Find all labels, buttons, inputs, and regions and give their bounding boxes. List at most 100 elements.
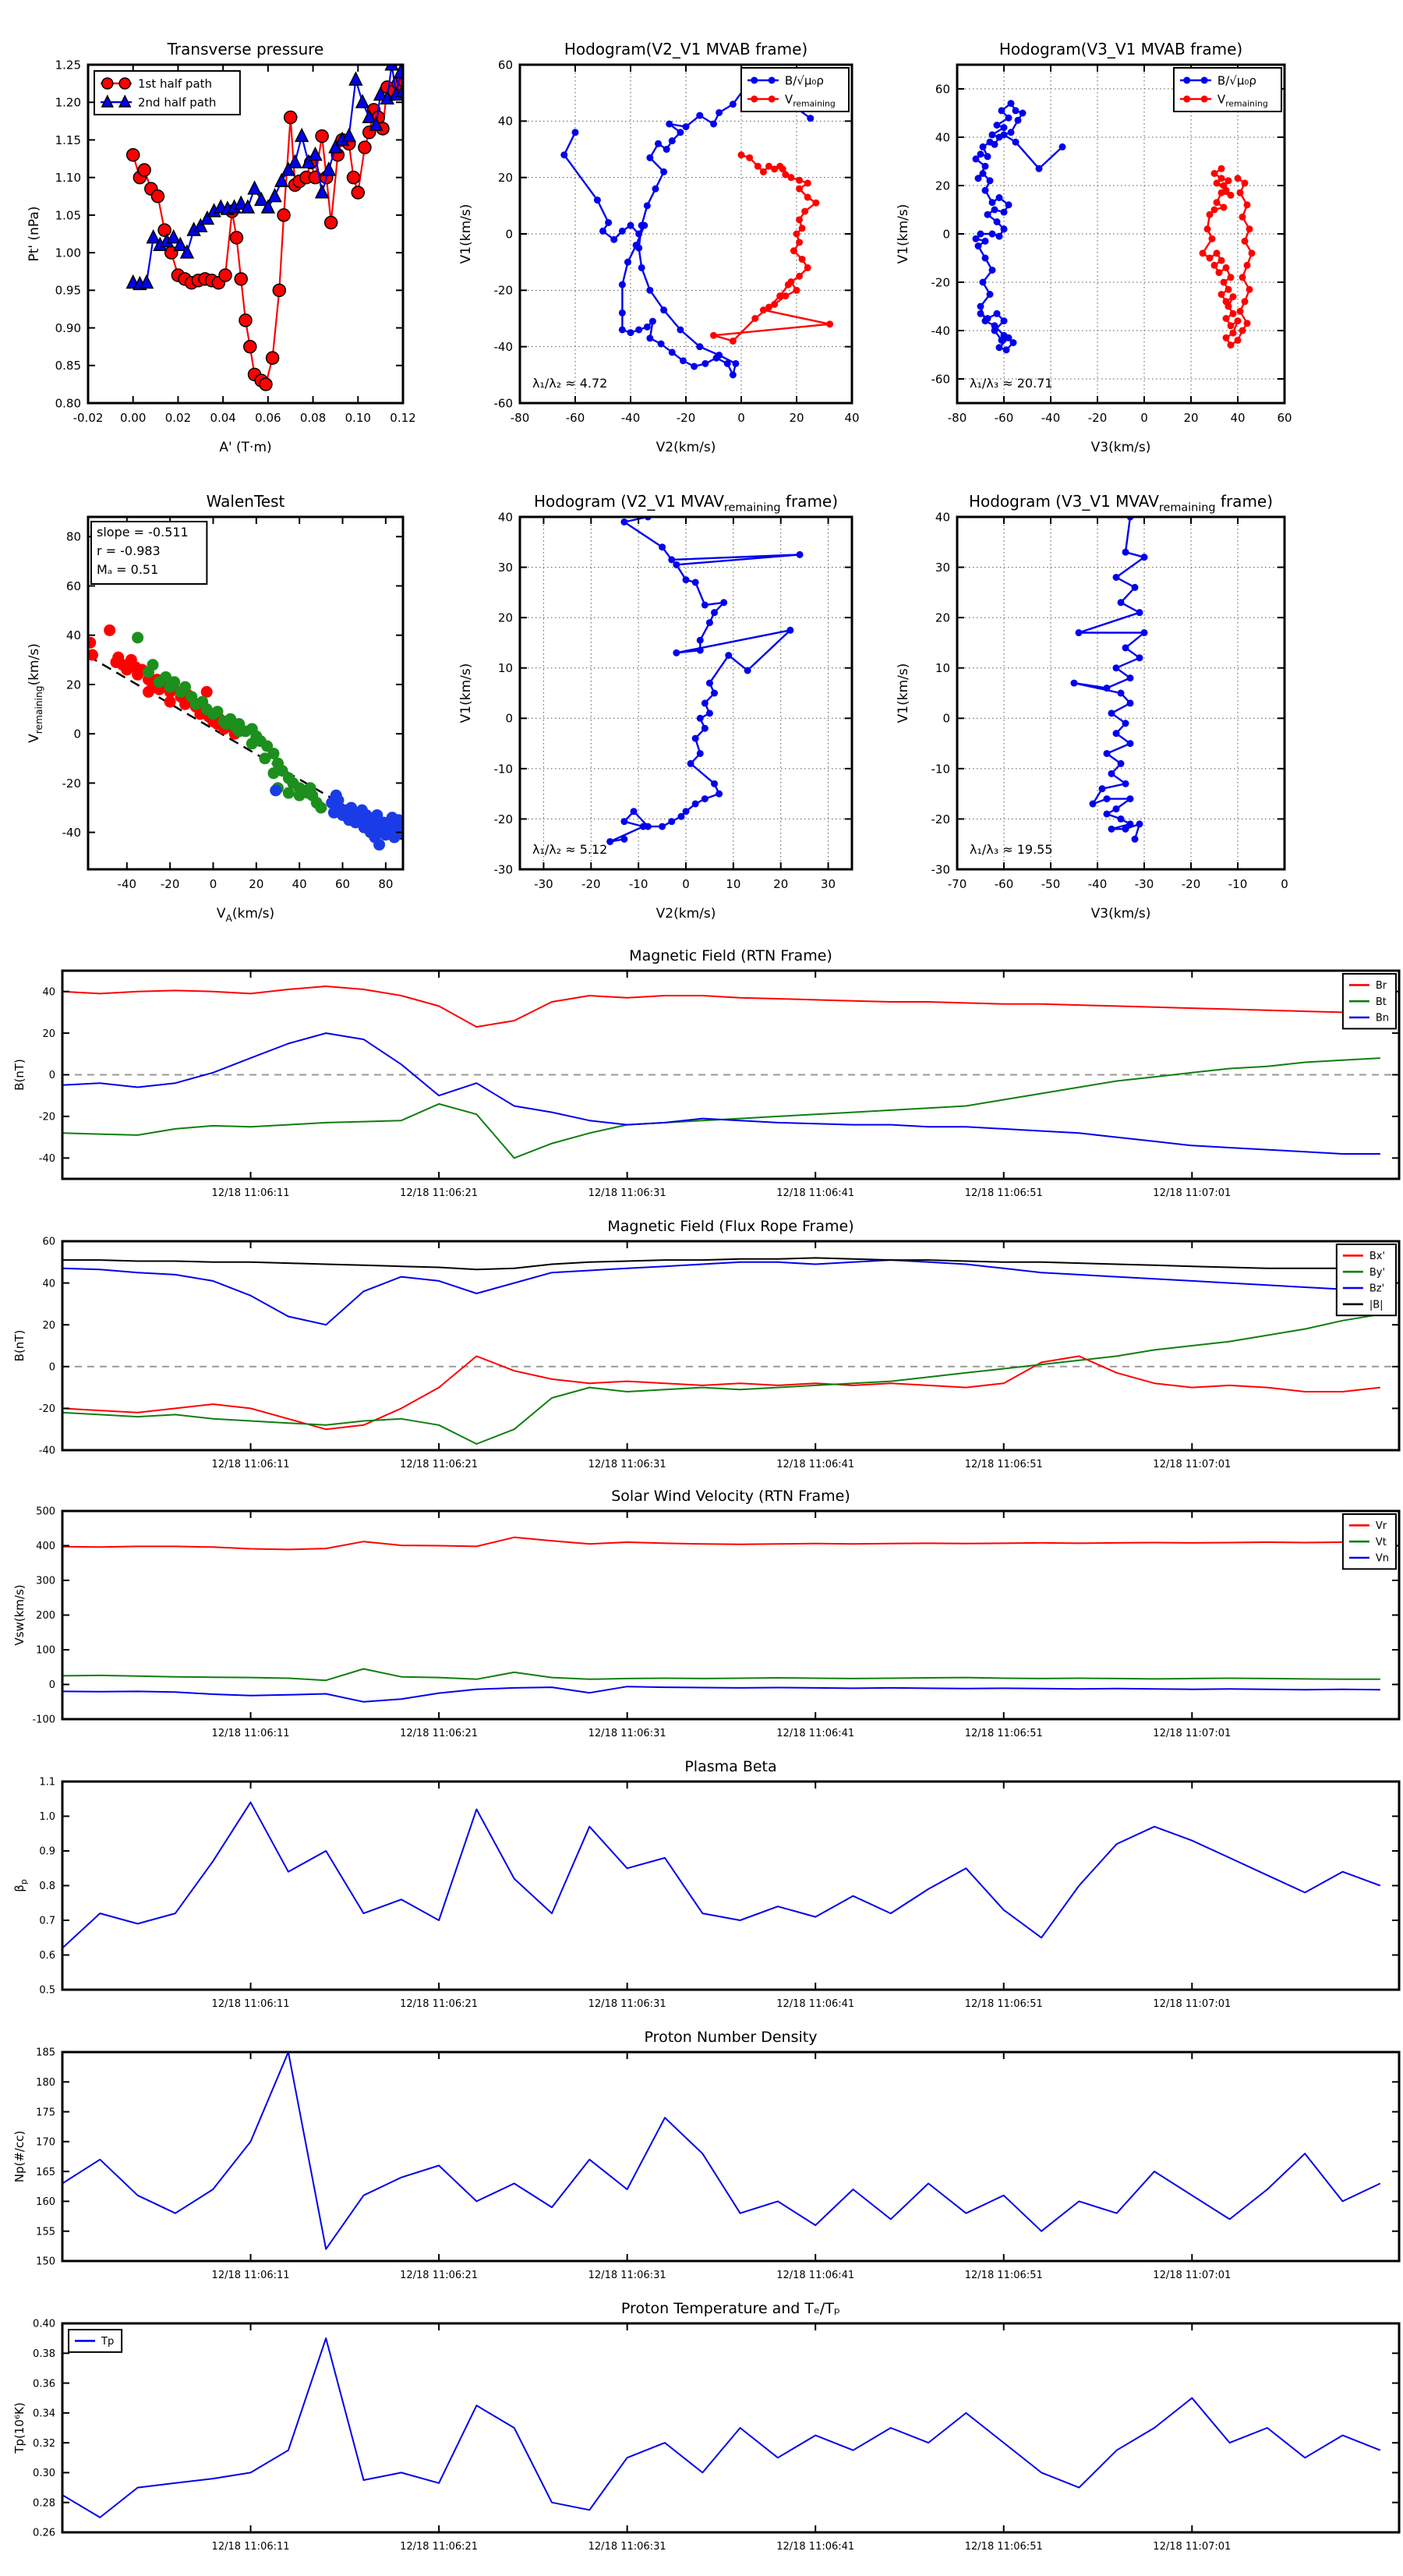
y-tick-label: 200 [36,1610,55,1622]
hodogram-v3v1-mvab-series-layer [972,100,1256,354]
dot-marker [659,823,666,830]
x-tick-label: 0.00 [120,411,146,425]
y-tick-label: 1.1 [39,1777,55,1789]
dot-marker [1117,599,1125,607]
dot-marker [371,809,383,821]
dot-marker [648,317,656,325]
dot-marker [267,747,280,759]
annotation-text: λ₁/λ₃ ≈ 20.71 [970,376,1053,391]
dot-marker [88,636,97,649]
dot-marker [267,767,280,780]
dot-marker [765,303,772,311]
dot-marker [599,227,606,235]
x-tick-label: 12/18 11:06:11 [212,1998,290,2010]
dot-marker [1227,274,1235,281]
dot-marker [977,310,984,317]
legend-label: B/√μ₀ρ [785,73,824,87]
dot-marker [677,812,685,820]
dot-marker [668,818,676,826]
dot-marker [1229,293,1237,301]
dot-marker [624,258,631,266]
dot-marker [1005,201,1012,209]
y-tick-label: -20 [494,284,514,298]
panel-walen-test: -40 -20 0 20 40 60 80 -40 -20 0 20 40 60 80 WalenTest V… [27,492,405,924]
dot-marker [1213,179,1221,187]
x-tick-label: 60 [1277,411,1292,425]
y-tick-label: 0.9 [39,1846,55,1858]
annotation-text: λ₁/λ₃ ≈ 19.55 [970,842,1053,857]
y-tick-label: 170 [36,2137,55,2149]
legend-label: By' [1369,1267,1385,1279]
dot-marker [571,129,579,136]
y-tick-label: 0.40 [33,2319,55,2330]
dot-marker [1236,189,1244,196]
x-tick-label: 12/18 11:06:31 [588,2541,666,2553]
dot-marker [1108,825,1115,833]
y-tick-label: 0.32 [33,2438,55,2450]
y-tick-label: 1.15 [55,133,81,147]
x-axis-label: V3(km/s) [1091,440,1151,455]
dot-marker [702,359,709,367]
x-tick-label: 12/18 11:06:11 [212,1187,290,1199]
dot-marker [606,837,614,845]
panel-hodogram-v2v1-mvab: -80 -60 -40 -20 0 20 40-60-40-200204060Hodogra… [458,40,860,455]
dot-marker [1103,685,1111,692]
dot-marker [355,804,368,816]
dot-marker [1000,317,1008,325]
x-tick-label: 12/18 11:07:01 [1153,1187,1231,1199]
series-v2v1-path [609,517,801,843]
dot-marker [1136,609,1143,617]
legend-label: Vt [1376,1537,1387,1548]
circle-marker [125,147,140,162]
y-tick-label: 0.85 [55,359,81,373]
hodogram-v3v1-mvav-series-layer [1070,517,1148,843]
triangle-marker [274,172,289,188]
dot-marker [988,267,996,274]
dot-marker [677,326,684,334]
x-tick-label: 0.12 [390,411,415,425]
dot-marker [691,734,699,742]
dot-marker [1220,278,1228,286]
legend-label: Vremaining [785,92,836,108]
x-axis-label: V3(km/s) [1091,906,1151,922]
triangle-marker [101,94,115,108]
dot-marker [1136,820,1143,828]
title-transverse-pressure: Transverse pressure [167,40,324,58]
hodogram-v2v1-mvab-series-layer [560,78,834,379]
x-tick-label: 12/18 11:06:51 [965,2541,1043,2553]
dot-marker [1140,629,1148,637]
circle-marker [346,170,361,185]
dot-marker [729,371,737,379]
dot-marker [673,649,680,656]
triangle-marker [393,65,403,79]
annotation-text: λ₁/λ₂ ≈ 4.72 [532,376,607,391]
dot-marker [1108,770,1115,777]
y-tick-label: 0.26 [33,2528,55,2539]
x-tick-label: 12/18 11:06:31 [588,1187,666,1199]
y-tick-label: 1.0 [39,1811,55,1823]
x-tick-label: 12/18 11:06:21 [400,2270,478,2281]
dot-marker [696,714,704,722]
y-tick-label: 1.05 [55,208,81,222]
dot-marker [1243,320,1251,327]
dot-marker [627,329,634,337]
dot-marker [282,787,295,799]
dot-marker [710,331,717,339]
dot-marker [1140,554,1148,561]
dot-marker [710,120,717,128]
circle-marker [101,77,114,90]
circle-marker [229,231,244,245]
dot-marker [638,264,645,271]
x-tick-label: 12/18 11:07:01 [1153,1459,1231,1470]
triangle-marker [240,199,256,214]
y-tick-label: 150 [36,2256,55,2268]
proton-density-series-layer [62,2052,1381,2250]
y-tick-label: 40 [42,986,55,998]
dot-marker [1012,138,1020,146]
y-tick-label: 0 [942,227,950,241]
dot-marker [732,359,740,367]
dot-marker [696,749,704,757]
dot-marker [1222,315,1230,322]
dot-marker [627,221,634,229]
x-tick-label: 12/18 11:07:01 [1153,1998,1231,2010]
